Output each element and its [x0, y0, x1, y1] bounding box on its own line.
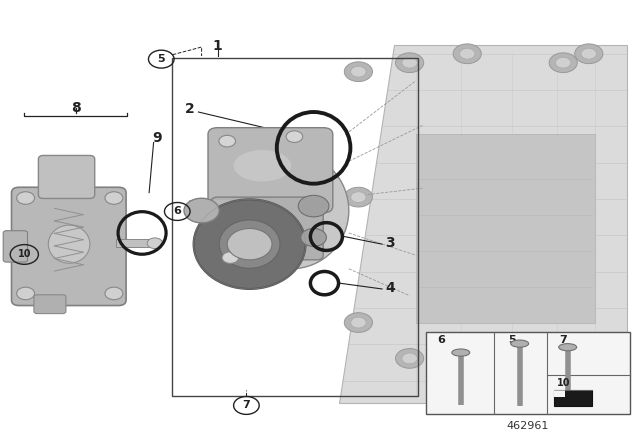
Circle shape	[344, 187, 372, 207]
Text: 10: 10	[556, 378, 570, 388]
Ellipse shape	[49, 225, 90, 263]
Circle shape	[453, 44, 481, 64]
FancyBboxPatch shape	[38, 155, 95, 198]
Circle shape	[227, 228, 272, 260]
Text: 2: 2	[184, 102, 195, 116]
Circle shape	[396, 349, 424, 368]
Text: 462961: 462961	[507, 421, 549, 431]
Text: 7: 7	[559, 336, 567, 345]
Circle shape	[460, 48, 475, 59]
FancyBboxPatch shape	[12, 187, 126, 306]
Ellipse shape	[194, 199, 306, 289]
Text: 6: 6	[438, 336, 445, 345]
Circle shape	[575, 44, 603, 64]
Circle shape	[147, 238, 163, 249]
Circle shape	[17, 192, 35, 204]
Text: 10: 10	[17, 250, 31, 259]
FancyBboxPatch shape	[211, 197, 323, 260]
Ellipse shape	[234, 152, 349, 269]
Circle shape	[549, 53, 577, 73]
Ellipse shape	[184, 198, 219, 223]
Circle shape	[351, 192, 366, 202]
Circle shape	[105, 287, 123, 300]
Circle shape	[344, 313, 372, 332]
Circle shape	[351, 317, 366, 328]
Circle shape	[581, 48, 596, 59]
Circle shape	[351, 66, 366, 77]
Circle shape	[105, 192, 123, 204]
Bar	[116, 239, 155, 247]
Polygon shape	[554, 390, 565, 397]
Circle shape	[402, 57, 417, 68]
Ellipse shape	[219, 220, 280, 268]
Text: 6: 6	[173, 207, 181, 216]
Circle shape	[17, 287, 35, 300]
Text: 3: 3	[385, 236, 396, 250]
Ellipse shape	[234, 150, 291, 181]
Ellipse shape	[559, 344, 577, 351]
Text: 1: 1	[212, 39, 223, 53]
Circle shape	[396, 53, 424, 73]
Bar	[426, 332, 630, 414]
Ellipse shape	[452, 349, 470, 356]
Circle shape	[402, 353, 417, 364]
Circle shape	[344, 62, 372, 82]
Text: 5: 5	[157, 54, 165, 64]
Text: 5: 5	[508, 336, 516, 345]
Circle shape	[222, 252, 239, 263]
Circle shape	[556, 57, 571, 68]
FancyBboxPatch shape	[208, 128, 333, 213]
Circle shape	[219, 135, 236, 147]
Text: 9: 9	[152, 130, 162, 145]
Bar	[172, 58, 418, 396]
Polygon shape	[339, 45, 627, 403]
Bar	[554, 390, 592, 406]
Text: 7: 7	[243, 401, 250, 410]
FancyBboxPatch shape	[3, 231, 28, 262]
Ellipse shape	[511, 340, 529, 347]
Ellipse shape	[301, 228, 326, 246]
FancyBboxPatch shape	[34, 295, 66, 314]
Text: 4: 4	[385, 280, 396, 295]
Text: 8: 8	[70, 101, 81, 116]
Circle shape	[286, 131, 303, 142]
Bar	[416, 134, 595, 323]
Bar	[189, 200, 230, 220]
Ellipse shape	[298, 195, 329, 217]
